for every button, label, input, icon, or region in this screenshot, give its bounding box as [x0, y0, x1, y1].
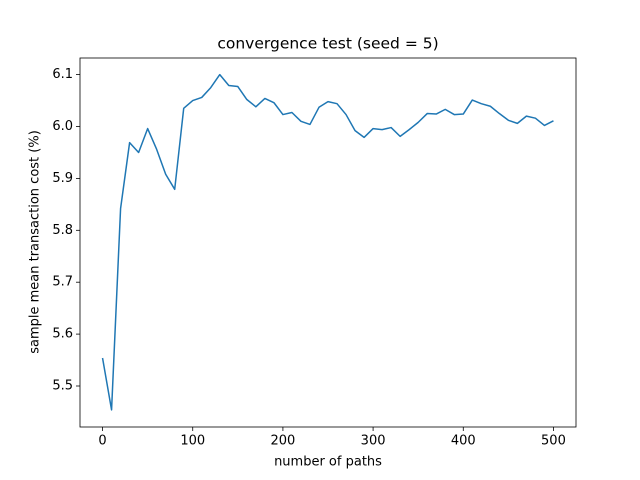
- x-tick-label: 0: [98, 434, 106, 449]
- chart-title: convergence test (seed = 5): [217, 35, 438, 53]
- x-tick-label: 300: [361, 434, 386, 449]
- axes-frame: [79, 57, 577, 428]
- y-tick-label: 5.7: [52, 275, 73, 290]
- y-tick-label: 5.9: [52, 171, 73, 186]
- line: [101, 73, 554, 411]
- x-tick-label: 100: [180, 434, 205, 449]
- x-tick-label: 400: [451, 434, 476, 449]
- x-tick-label: 500: [541, 434, 566, 449]
- y-axis-label: sample mean transaction cost (%): [28, 130, 43, 354]
- y-tick-label: 6.1: [52, 67, 73, 82]
- x-tick-label: 200: [270, 434, 295, 449]
- y-tick-label: 5.8: [52, 223, 73, 238]
- y-tick-label: 6.0: [52, 119, 73, 134]
- y-tick-label: 5.6: [52, 327, 73, 342]
- x-axis-label: number of paths: [274, 455, 382, 470]
- y-tick-label: 5.5: [52, 379, 73, 394]
